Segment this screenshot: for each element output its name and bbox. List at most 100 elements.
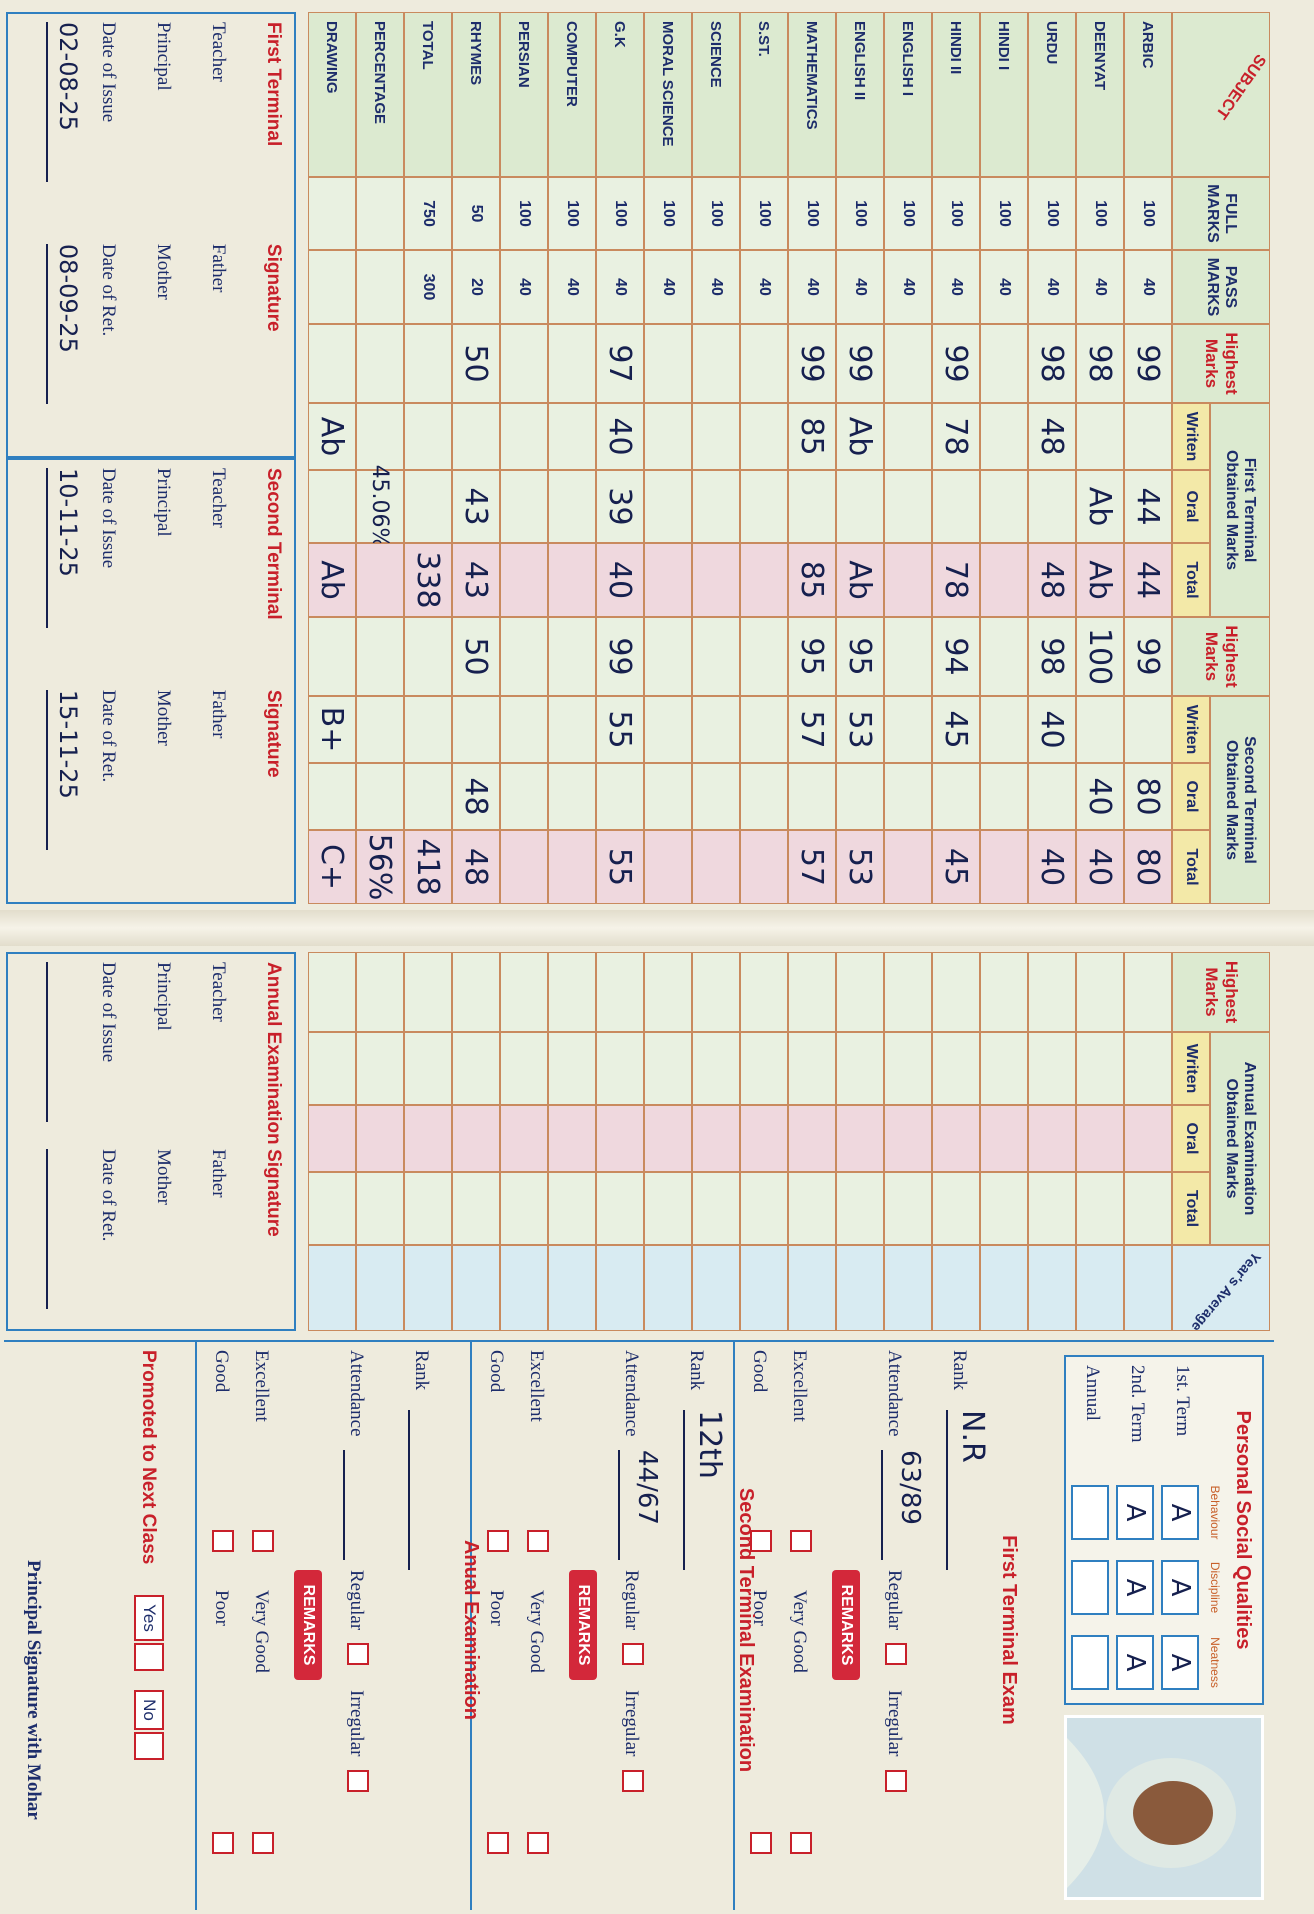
annual-cell	[1076, 1172, 1124, 1245]
first-mark	[932, 470, 980, 543]
annual-cell	[1028, 952, 1076, 1032]
date-issue-label: Date of Issue	[98, 22, 119, 123]
annual-cell	[644, 952, 692, 1032]
exam-title: First Terminal	[1240, 457, 1258, 563]
second-mark: 418	[404, 830, 452, 904]
second-mark	[1124, 696, 1172, 763]
pass-marks: 40	[836, 250, 884, 324]
second-mark: 45	[932, 830, 980, 904]
first-mark	[884, 543, 932, 617]
annual-cell	[596, 1105, 644, 1172]
annual-cell	[692, 1032, 740, 1105]
first-mark: 43	[452, 543, 500, 617]
annual-cell	[644, 1245, 692, 1331]
annual-cell	[452, 1105, 500, 1172]
remark-box	[527, 1530, 549, 1552]
irregular-box	[347, 1770, 369, 1792]
annual-cell	[1076, 1105, 1124, 1172]
second-mark	[980, 696, 1028, 763]
first-mark	[548, 543, 596, 617]
full-marks-header: FULL MARKS	[1172, 177, 1270, 250]
quality-column: Discipline	[1208, 1561, 1222, 1614]
annual-cell	[932, 1105, 980, 1172]
second-mark	[644, 830, 692, 904]
writen-header: Writen	[1172, 403, 1210, 470]
subject-name: DEENYAT	[1076, 12, 1124, 177]
first-mark	[500, 470, 548, 543]
second-mark: 57	[788, 830, 836, 904]
promotion-no: No	[134, 1690, 164, 1730]
full-marks: 750	[404, 177, 452, 250]
first-mark	[788, 470, 836, 543]
annual-cell	[404, 1105, 452, 1172]
remark-option: Very Good	[526, 1590, 547, 1673]
date-ret: 15-11-25	[46, 689, 82, 850]
first-mark	[740, 543, 788, 617]
date-ret: 08-09-25	[46, 243, 82, 404]
full-marks: 100	[980, 177, 1028, 250]
pass-marks: 40	[788, 250, 836, 324]
date-ret-label: Date of Ret.	[98, 243, 119, 337]
page-fold	[0, 910, 1314, 946]
attendance-value: 44/67	[618, 1450, 662, 1560]
full-marks: 100	[548, 177, 596, 250]
first-mark	[500, 324, 548, 403]
annual-cell	[1124, 1032, 1172, 1105]
grade: A	[1161, 1485, 1199, 1540]
second-mark	[500, 763, 548, 830]
first-mark	[644, 470, 692, 543]
rank-value: 12th	[683, 1410, 727, 1570]
pass-marks: 40	[692, 250, 740, 324]
annual-cell	[308, 952, 356, 1032]
annual-cell	[932, 952, 980, 1032]
first-mark	[980, 470, 1028, 543]
annual-cell	[740, 1105, 788, 1172]
subject-name: MATHEMATICS	[788, 12, 836, 177]
first-mark	[356, 403, 404, 470]
first-mark	[404, 324, 452, 403]
second-mark: 40	[1076, 830, 1124, 904]
second-mark	[548, 617, 596, 696]
second-mark	[932, 763, 980, 830]
rank-label: Rank	[411, 1350, 432, 1391]
second-mark: 45	[932, 696, 980, 763]
remark-box	[527, 1832, 549, 1854]
pass-marks: 40	[500, 250, 548, 324]
full-marks: 50	[452, 177, 500, 250]
first-mark: 43	[452, 470, 500, 543]
writen-header: Writen	[1172, 1032, 1210, 1105]
annual-cell	[836, 1172, 884, 1245]
second-mark	[788, 763, 836, 830]
remark-option: Excellent	[526, 1350, 547, 1422]
annual-cell	[596, 1032, 644, 1105]
annual-cell	[836, 952, 884, 1032]
exam-block-title: Second Terminal Examination	[735, 1487, 757, 1773]
annual-cell	[788, 1245, 836, 1331]
annual-cell	[1076, 1032, 1124, 1105]
first-mark: 45.06%	[356, 465, 404, 548]
grade	[1071, 1560, 1109, 1615]
annual-cell	[1028, 1245, 1076, 1331]
annual-cell	[356, 1105, 404, 1172]
signature-label: Signature	[263, 243, 284, 332]
remark-box	[252, 1530, 274, 1552]
first-mark: 97	[596, 324, 644, 403]
regular-box	[885, 1643, 907, 1665]
subject-name: MORAL SCIENCE	[644, 12, 692, 177]
first-mark: 39	[596, 470, 644, 543]
second-mark	[1076, 696, 1124, 763]
remarks-badge: REMARKS	[294, 1570, 322, 1680]
irregular-label: Irregular	[884, 1690, 905, 1757]
regular-label: Regular	[621, 1570, 642, 1631]
pass-marks: 40	[1076, 250, 1124, 324]
annual-cell	[836, 1245, 884, 1331]
second-mark: 94	[932, 617, 980, 696]
highest-marks-header: Highest Marks	[1172, 324, 1270, 403]
annual-cell	[1028, 1105, 1076, 1172]
obtained-marks: Obtained Marks	[1223, 739, 1240, 861]
annual-cell	[452, 1032, 500, 1105]
subject-name: RHYMES	[452, 12, 500, 177]
first-mark	[740, 324, 788, 403]
remark-option: Poor	[486, 1590, 507, 1626]
subject-name: ARBIC	[1124, 12, 1172, 177]
